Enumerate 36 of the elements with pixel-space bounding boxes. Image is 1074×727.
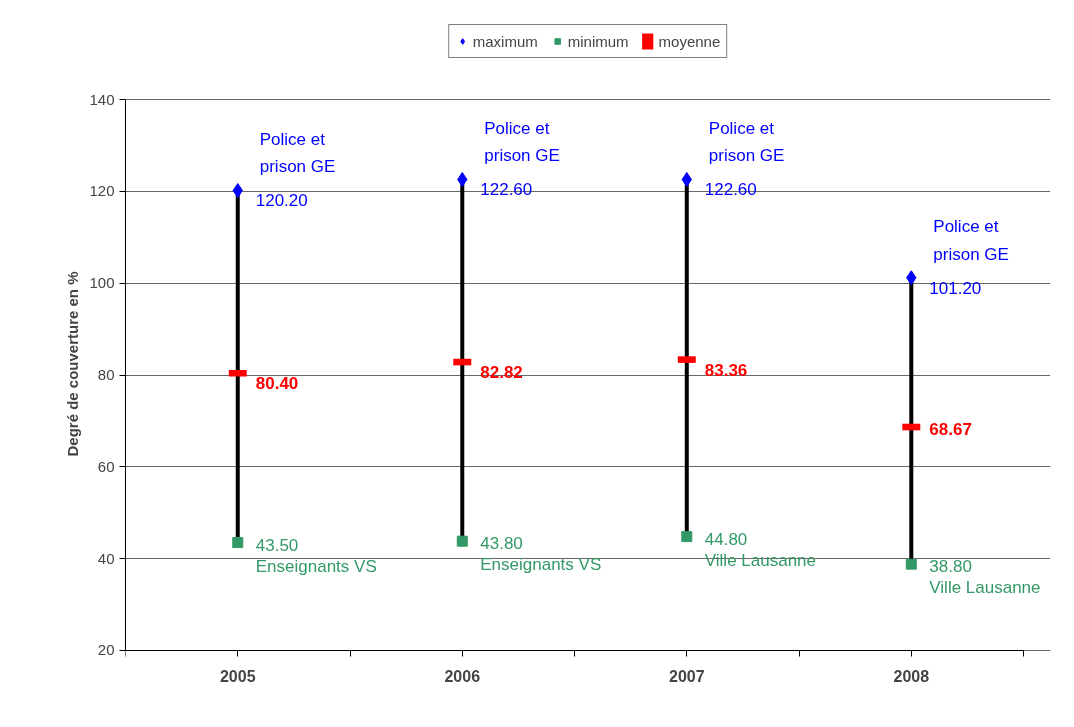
y-axis-title: Degré de couverture en %: [64, 271, 82, 457]
annotation: Police et prison GE: [484, 118, 560, 166]
point: [232, 537, 244, 549]
y-tick-label: 80: [97, 366, 115, 384]
annotation: Enseignants VS: [255, 556, 377, 576]
annotation: Police et prison GE: [259, 129, 336, 177]
y-tick-label: 60: [97, 457, 115, 475]
y-tick-label: 140: [89, 90, 115, 108]
annotation: Enseignants VS: [480, 555, 602, 575]
data-label: 68.67: [929, 420, 972, 440]
annotation: Police et prison GE: [933, 217, 1009, 264]
y-tick-label: 40: [97, 549, 115, 567]
legend-label: moyenne: [658, 32, 721, 50]
data-label: 43.80: [480, 534, 523, 554]
y-tick-label: 120: [89, 182, 115, 200]
data-label: 83.36: [704, 360, 748, 380]
x-tick-label: 2008: [893, 668, 930, 686]
y-tick-label: 100: [89, 274, 115, 292]
data-label: 43.50: [255, 535, 299, 555]
legend-label: maximum: [472, 32, 538, 50]
data-label: 44.80: [704, 529, 748, 549]
data-label: 80.40: [255, 374, 299, 394]
point: [681, 531, 693, 543]
data-label: 101.20: [929, 278, 982, 298]
point: [456, 535, 468, 547]
legend-label: minimum: [567, 32, 629, 50]
point: [232, 183, 243, 198]
y-tick-label: 20: [97, 641, 115, 659]
x-tick-label: 2007: [668, 668, 705, 686]
x-tick-label: 2006: [444, 668, 481, 686]
data-label: 38.80: [929, 557, 972, 577]
point: [905, 558, 917, 570]
annotation: Police et prison GE: [708, 118, 785, 166]
annotation: Ville Lausanne: [929, 578, 1041, 598]
x-tick-label: 2005: [219, 668, 256, 686]
data-label: 120.20: [255, 191, 308, 211]
